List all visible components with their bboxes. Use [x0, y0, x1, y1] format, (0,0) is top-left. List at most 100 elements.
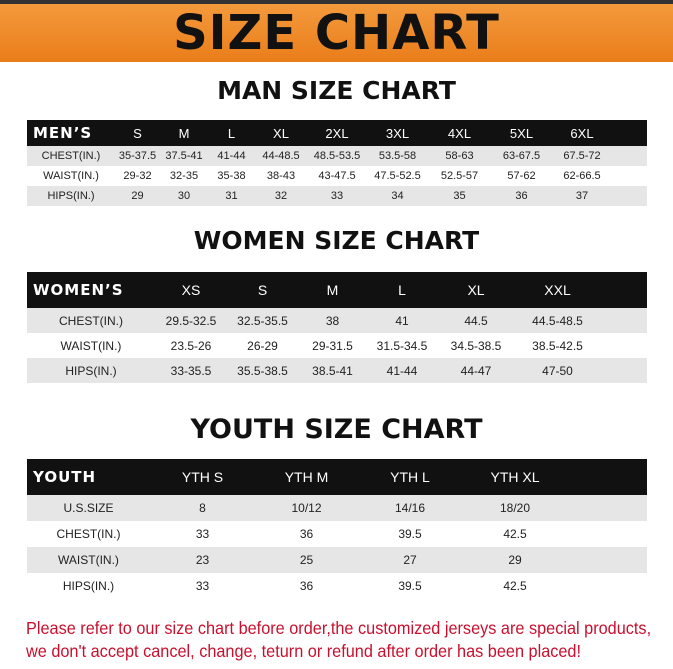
cell: 32.5-35.5 [237, 313, 288, 328]
cell: 6XL [570, 125, 594, 141]
women-title: WOMEN SIZE CHART [193, 226, 480, 255]
row-label: WAIST(IN.) [58, 553, 119, 567]
cell: 25 [299, 553, 314, 567]
cell: S [257, 282, 268, 298]
table-row: CHEST(IN.) 35-37.5 37.5-41 41-44 44-48.5 48.5… [27, 146, 647, 166]
cell: XL [467, 282, 485, 298]
row-label: WAIST(IN.) [60, 338, 122, 353]
row-label: CHEST(IN.) [41, 150, 101, 162]
cell: 41-44 [217, 150, 246, 162]
cell: 33 [195, 527, 210, 541]
cell: 3XL [385, 125, 410, 141]
table-row: WAIST(IN.) 29-32 32-35 35-38 38-43 43-47.5 47.… [27, 166, 647, 186]
cell: 5XL [509, 125, 534, 141]
cell: 36 [299, 527, 314, 541]
cell: XXL [544, 282, 571, 298]
cell: 47-50 [542, 363, 573, 378]
cell: 29.5-32.5 [165, 313, 217, 328]
cell: 23 [195, 553, 210, 567]
cell: M [178, 125, 190, 141]
cell: S [133, 125, 142, 141]
cell: 35-38 [217, 170, 246, 182]
cell: 39.5 [398, 579, 422, 593]
cell: 29-31.5 [312, 338, 353, 353]
cell: 27 [403, 553, 417, 567]
cell: 4XL [447, 125, 472, 141]
table-row: U.S.SIZE 8 10/12 14/16 18/20 [27, 495, 647, 521]
header-row: MEN’S S M L XL 2XL 3XL 4XL 5XL 6XL [27, 120, 647, 146]
cell: YTH M [284, 469, 329, 485]
cell: 8 [199, 501, 206, 515]
table-row: HIPS(IN.) 33-35.5 35.5-38.5 38.5-41 41-44 44-… [27, 358, 647, 383]
cell: 62-66.5 [563, 170, 601, 182]
cell: 14/16 [394, 501, 426, 515]
cell: 35.5-38.5 [237, 363, 288, 378]
cell: 29-32 [123, 170, 152, 182]
table-row: HIPS(IN.) 29 30 31 32 33 34 35 36 37 [27, 186, 647, 206]
header-row: YOUTH YTH S YTH M YTH L YTH XL [27, 459, 647, 495]
cell: 41-44 [386, 363, 418, 378]
cell: XS [181, 282, 201, 298]
cell: 33 [195, 579, 210, 593]
cell: M [326, 282, 339, 298]
row-label: CHEST(IN.) [56, 527, 121, 541]
cell: 31.5-34.5 [376, 338, 428, 353]
cell: 44.5 [464, 313, 488, 328]
table-row: WAIST(IN.) 23.5-26 26-29 29-31.5 31.5-34.5 34… [27, 333, 647, 358]
cell: 35 [453, 190, 466, 202]
row-label: WOMEN’S [33, 281, 124, 299]
cell: 29 [131, 190, 144, 202]
notice-line-1: Please refer to our size chart before or… [26, 618, 652, 638]
cell: 23.5-26 [170, 338, 212, 353]
women-table: WOMEN’S XS S M L XL XXL CHEST(IN.) 29.5-32.5 32.5… [27, 272, 647, 383]
cell: 58-63 [445, 150, 474, 162]
cell: 36 [515, 190, 528, 202]
cell: 41 [395, 313, 409, 328]
cell: 34 [391, 190, 404, 202]
cell: 2XL [325, 125, 349, 141]
table-row: CHEST(IN.) 29.5-32.5 32.5-35.5 38 41 44.5 44.5… [27, 308, 647, 333]
cell: 38-43 [266, 170, 296, 182]
cell: 42.5 [503, 527, 527, 541]
cell: 44-47 [460, 363, 492, 378]
row-label: YOUTH [33, 468, 97, 486]
cell: 52.5-57 [440, 170, 479, 182]
youth-title: YOUTH SIZE CHART [190, 414, 483, 445]
cell: XL [273, 125, 289, 141]
cell: 63-67.5 [502, 150, 541, 162]
cell: 32-35 [169, 170, 199, 182]
cell: 38.5-42.5 [532, 338, 583, 353]
row-label: WAIST(IN.) [43, 170, 99, 182]
cell: 33 [330, 190, 344, 202]
cell: 57-62 [507, 170, 536, 182]
cell: 44.5-48.5 [532, 313, 583, 328]
cell: 18/20 [499, 501, 531, 515]
cell: 37 [575, 190, 589, 202]
cell: 48.5-53.5 [313, 150, 361, 162]
row-label: HIPS(IN.) [47, 190, 95, 202]
cell: 30 [177, 190, 191, 202]
cell: 47.5-52.5 [374, 170, 421, 182]
cell: 29 [508, 553, 522, 567]
cell: L [398, 282, 406, 298]
row-label: HIPS(IN.) [62, 579, 115, 593]
row-label: MEN’S [33, 124, 93, 142]
cell: 67.5-72 [563, 150, 601, 162]
header-row: WOMEN’S XS S M L XL XXL [27, 272, 647, 308]
cell: 44-48.5 [262, 150, 300, 162]
table-row: CHEST(IN.) 33 36 39.5 42.5 [27, 521, 647, 547]
cell: 37.5-41 [165, 150, 203, 162]
cell: 53.5-58 [378, 150, 417, 162]
banner-title: SIZE CHART [173, 5, 500, 61]
cell: 33-35.5 [170, 363, 212, 378]
cell: YTH XL [490, 469, 540, 485]
cell: 10/12 [291, 501, 322, 515]
cell: 38.5-41 [312, 363, 353, 378]
cell: 36 [299, 579, 314, 593]
men-table: MEN’S S M L XL 2XL 3XL 4XL 5XL 6XL CHEST(IN.) 35-37… [27, 120, 647, 206]
youth-table: YOUTH YTH S YTH M YTH L YTH XL U.S.SIZE 8 10/12… [27, 459, 647, 599]
cell: L [227, 125, 236, 141]
cell: 32 [274, 190, 288, 202]
cell: 31 [225, 190, 238, 202]
cell: 38 [325, 313, 340, 328]
